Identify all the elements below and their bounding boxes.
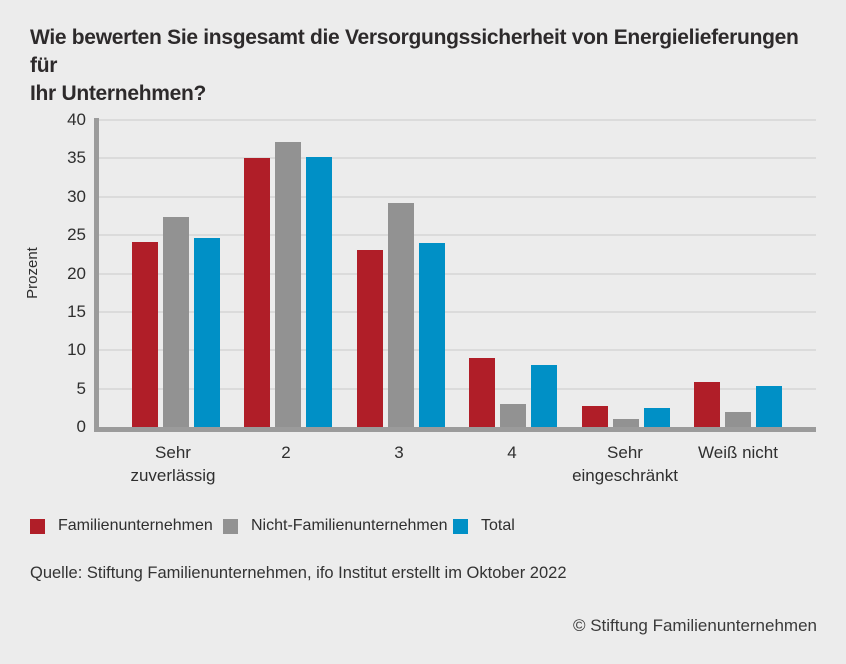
legend: Familienunternehmen Nicht-Familienunterne…: [0, 511, 846, 541]
page-title-line-1: Wie bewerten Sie insgesamt die Versorgun…: [30, 26, 799, 77]
page-title: Wie bewerten Sie insgesamt die Versorgun…: [30, 24, 830, 108]
gridline-40: [99, 119, 816, 121]
bar-chart: Prozent 0 5 10 15 20 25 30 35 40 Sehr zuverlässig…: [24, 110, 816, 485]
bar-familienunternehmen-4: [469, 357, 496, 427]
y-tick-label-20: 20: [67, 263, 86, 283]
x-category-label-1: Sehr zuverlässig: [130, 443, 216, 485]
x-category-label-5: Sehr eingeschränkt: [572, 443, 678, 485]
legend-item-total: Total: [453, 511, 515, 541]
gridline-10: [99, 349, 816, 352]
bar-total-5: [643, 407, 670, 427]
y-tick-label-5: 5: [76, 378, 86, 398]
bar-group-1: [132, 120, 220, 427]
bar-nicht-familienunternehmen-3: [387, 202, 414, 427]
bar-group-6: [693, 120, 782, 427]
bar-group-4: [469, 120, 558, 427]
x-category-label-4: 4: [507, 443, 517, 462]
bar-nicht-familienunternehmen-5: [612, 419, 639, 427]
bar-familienunternehmen-2: [244, 158, 271, 427]
bar-familienunternehmen-6: [693, 381, 720, 427]
plot-area: [99, 119, 816, 427]
bar-groups: [99, 120, 816, 427]
bar-nicht-familienunternehmen-1: [163, 217, 189, 427]
bar-familienunternehmen-3: [356, 249, 383, 427]
gridline-30: [99, 195, 816, 198]
bar-total-2: [306, 156, 333, 427]
legend-swatch-icon: [453, 518, 468, 534]
y-tick-label-30: 30: [67, 186, 86, 206]
y-tick-label-40: 40: [67, 110, 86, 129]
legend-swatch-icon: [30, 518, 45, 534]
y-axis-line: [94, 118, 99, 432]
bar-nicht-familienunternehmen-4: [500, 403, 527, 427]
bar-nicht-familienunternehmen-2: [275, 142, 302, 427]
y-tick-label-35: 35: [67, 148, 86, 168]
bar-total-1: [194, 238, 220, 427]
gridline-20: [99, 272, 816, 275]
legend-item-familienunternehmen: Familienunternehmen: [30, 511, 213, 541]
x-category-label-3: 3: [394, 443, 404, 462]
source-note: Quelle: Stiftung Familienunternehmen, if…: [30, 564, 567, 582]
bar-group-2: [244, 120, 333, 427]
legend-label: Familienunternehmen: [58, 517, 213, 534]
bar-nicht-familienunternehmen-6: [724, 412, 751, 427]
copyright-note: © Stiftung Familienunternehmen: [572, 616, 817, 635]
bar-group-5: [581, 120, 670, 427]
y-tick-label-0: 0: [76, 417, 86, 436]
bar-total-6: [755, 386, 782, 427]
gridline-25: [99, 234, 816, 237]
y-tick-label-15: 15: [67, 301, 86, 321]
x-axis-line: [94, 427, 816, 432]
legend-swatch-icon: [223, 518, 238, 534]
legend-label: Total: [481, 517, 515, 534]
x-category-label-2: 2: [281, 443, 291, 462]
bar-total-4: [531, 364, 558, 427]
bar-familienunternehmen-1: [132, 242, 158, 427]
bar-group-3: [356, 120, 445, 427]
x-category-label-6: Weiß nicht: [698, 443, 778, 462]
y-tick-label-25: 25: [67, 225, 86, 245]
bar-familienunternehmen-5: [581, 406, 608, 427]
y-tick-label-10: 10: [67, 340, 86, 360]
page-title-line-2: Ihr Unternehmen?: [30, 82, 207, 105]
legend-item-nicht-familienunternehmen: Nicht-Familienunternehmen: [223, 511, 448, 541]
legend-label: Nicht-Familienunternehmen: [251, 517, 448, 534]
gridline-15: [99, 310, 816, 313]
gridline-35: [99, 157, 816, 160]
bar-total-3: [418, 242, 445, 427]
gridline-5: [99, 387, 816, 390]
